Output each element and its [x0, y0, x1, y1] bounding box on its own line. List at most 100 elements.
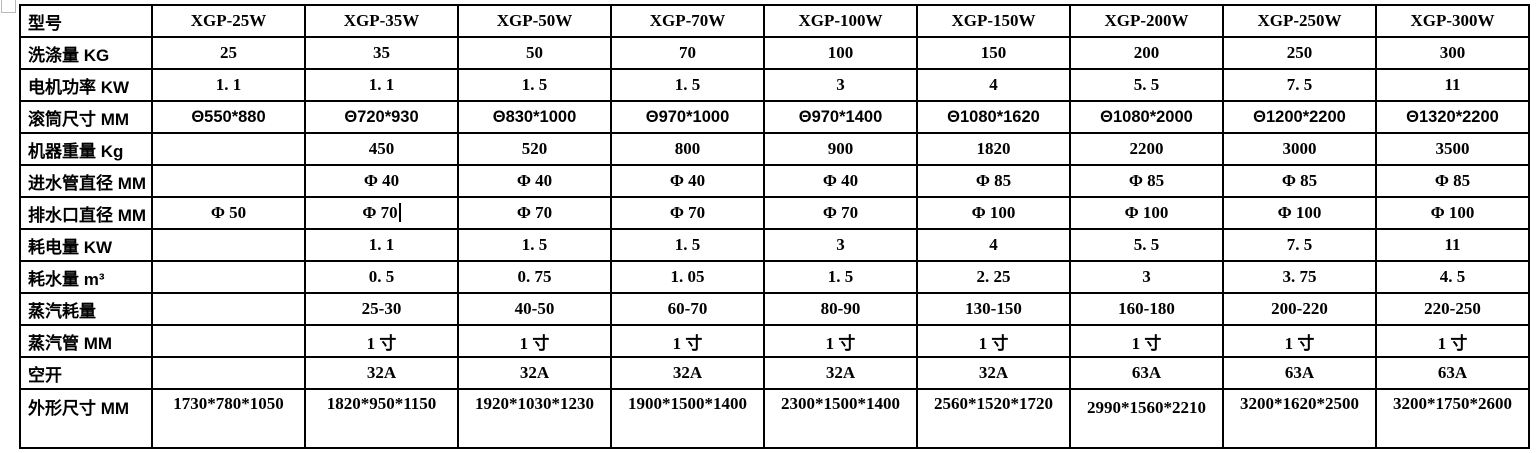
- table-cell[interactable]: 1900*1500*1400: [610, 388, 765, 449]
- table-cell[interactable]: 32A: [457, 356, 612, 390]
- table-cell[interactable]: 1. 1: [304, 68, 459, 102]
- row-label[interactable]: 电机功率 KW: [19, 68, 153, 102]
- table-cell[interactable]: Φ 85: [1222, 164, 1377, 198]
- table-cell[interactable]: 32A: [916, 356, 1071, 390]
- table-cell[interactable]: 800: [610, 132, 765, 166]
- table-cell[interactable]: 250: [1222, 36, 1377, 70]
- table-cell[interactable]: Θ1080*1620: [916, 100, 1071, 134]
- table-cell[interactable]: 200: [1069, 36, 1224, 70]
- table-cell[interactable]: [151, 292, 306, 326]
- table-cell[interactable]: Φ 85: [916, 164, 1071, 198]
- table-cell[interactable]: [151, 164, 306, 198]
- table-cell[interactable]: 900: [763, 132, 918, 166]
- table-cell[interactable]: 130-150: [916, 292, 1071, 326]
- table-cell[interactable]: 63A: [1222, 356, 1377, 390]
- table-cell[interactable]: 63A: [1069, 356, 1224, 390]
- table-cell[interactable]: 1 寸: [916, 324, 1071, 358]
- table-cell[interactable]: 25: [151, 36, 306, 70]
- row-label[interactable]: 排水口直径 MM: [19, 196, 153, 230]
- table-cell[interactable]: Φ 40: [304, 164, 459, 198]
- table-cell[interactable]: 4. 5: [1375, 260, 1530, 294]
- table-cell[interactable]: Φ 85: [1069, 164, 1224, 198]
- table-cell[interactable]: 1820*950*1150: [304, 388, 459, 449]
- table-cell[interactable]: 7. 5: [1222, 68, 1377, 102]
- row-label[interactable]: 进水管直径 MM: [19, 164, 153, 198]
- table-cell[interactable]: 1920*1030*1230: [457, 388, 612, 449]
- table-cell[interactable]: 1730*780*1050: [151, 388, 306, 449]
- table-cell[interactable]: 5. 5: [1069, 228, 1224, 262]
- table-cell[interactable]: 1. 5: [457, 68, 612, 102]
- table-cell[interactable]: 220-250: [1375, 292, 1530, 326]
- table-cell[interactable]: 3: [763, 68, 918, 102]
- table-cell[interactable]: Θ550*880: [151, 100, 306, 134]
- row-label[interactable]: 外形尺寸 MM: [19, 388, 153, 449]
- table-cell[interactable]: 11: [1375, 68, 1530, 102]
- column-header[interactable]: XGP-70W: [610, 4, 765, 38]
- column-header[interactable]: XGP-25W: [151, 4, 306, 38]
- column-header[interactable]: XGP-50W: [457, 4, 612, 38]
- table-cell[interactable]: 32A: [610, 356, 765, 390]
- row-label[interactable]: 机器重量 Kg: [19, 132, 153, 166]
- table-cell[interactable]: 160-180: [1069, 292, 1224, 326]
- table-cell[interactable]: 1 寸: [457, 324, 612, 358]
- table-cell[interactable]: 70: [610, 36, 765, 70]
- table-cell[interactable]: 300: [1375, 36, 1530, 70]
- table-cell[interactable]: 25-30: [304, 292, 459, 326]
- table-cell[interactable]: 2200: [1069, 132, 1224, 166]
- table-cell[interactable]: Θ1200*2200: [1222, 100, 1377, 134]
- table-cell[interactable]: 80-90: [763, 292, 918, 326]
- table-cell[interactable]: 40-50: [457, 292, 612, 326]
- table-cell[interactable]: 1. 1: [151, 68, 306, 102]
- table-cell[interactable]: 3200*1750*2600: [1375, 388, 1530, 449]
- table-cell[interactable]: [151, 356, 306, 390]
- corner-header[interactable]: 型号: [19, 4, 153, 38]
- column-header[interactable]: XGP-200W: [1069, 4, 1224, 38]
- table-cell[interactable]: Θ970*1000: [610, 100, 765, 134]
- table-cell[interactable]: Θ1080*2000: [1069, 100, 1224, 134]
- table-cell[interactable]: 1. 5: [610, 228, 765, 262]
- table-cell[interactable]: 1. 5: [763, 260, 918, 294]
- table-cell[interactable]: Φ 70: [763, 196, 918, 230]
- table-cell[interactable]: 60-70: [610, 292, 765, 326]
- table-cell[interactable]: 3000: [1222, 132, 1377, 166]
- row-label[interactable]: 蒸汽耗量: [19, 292, 153, 326]
- table-cell[interactable]: [151, 324, 306, 358]
- table-cell[interactable]: Φ 100: [1069, 196, 1224, 230]
- table-cell[interactable]: 1 寸: [763, 324, 918, 358]
- table-cell[interactable]: 1. 1: [304, 228, 459, 262]
- table-cell[interactable]: 1. 05: [610, 260, 765, 294]
- table-cell[interactable]: 1 寸: [1069, 324, 1224, 358]
- table-cell[interactable]: 1 寸: [1222, 324, 1377, 358]
- table-cell[interactable]: 450: [304, 132, 459, 166]
- table-cell[interactable]: Φ 100: [916, 196, 1071, 230]
- table-cell[interactable]: 100: [763, 36, 918, 70]
- table-cell[interactable]: 520: [457, 132, 612, 166]
- table-cell[interactable]: Φ 50: [151, 196, 306, 230]
- table-cell[interactable]: 4: [916, 228, 1071, 262]
- table-cell[interactable]: 11: [1375, 228, 1530, 262]
- row-label[interactable]: 蒸汽管 MM: [19, 324, 153, 358]
- table-cell[interactable]: Φ 70: [610, 196, 765, 230]
- table-cell[interactable]: 0. 75: [457, 260, 612, 294]
- table-cell[interactable]: Φ 40: [610, 164, 765, 198]
- row-label[interactable]: 耗水量 m³: [19, 260, 153, 294]
- table-cell[interactable]: Φ 70: [457, 196, 612, 230]
- table-cell[interactable]: 2. 25: [916, 260, 1071, 294]
- row-label[interactable]: 耗电量 KW: [19, 228, 153, 262]
- table-cell[interactable]: 2990*1560*2210: [1069, 388, 1224, 449]
- column-header[interactable]: XGP-150W: [916, 4, 1071, 38]
- table-cell[interactable]: Φ 70: [304, 196, 459, 230]
- table-cell[interactable]: Θ1320*2200: [1375, 100, 1530, 134]
- table-cell[interactable]: 1. 5: [457, 228, 612, 262]
- table-cell[interactable]: [151, 228, 306, 262]
- table-cell[interactable]: 7. 5: [1222, 228, 1377, 262]
- table-cell[interactable]: [151, 132, 306, 166]
- table-cell[interactable]: Θ720*930: [304, 100, 459, 134]
- table-cell[interactable]: 1820: [916, 132, 1071, 166]
- table-cell[interactable]: Φ 100: [1222, 196, 1377, 230]
- column-header[interactable]: XGP-250W: [1222, 4, 1377, 38]
- table-cell[interactable]: 2560*1520*1720: [916, 388, 1071, 449]
- table-cell[interactable]: 3500: [1375, 132, 1530, 166]
- table-cell[interactable]: 150: [916, 36, 1071, 70]
- table-cell[interactable]: 3. 75: [1222, 260, 1377, 294]
